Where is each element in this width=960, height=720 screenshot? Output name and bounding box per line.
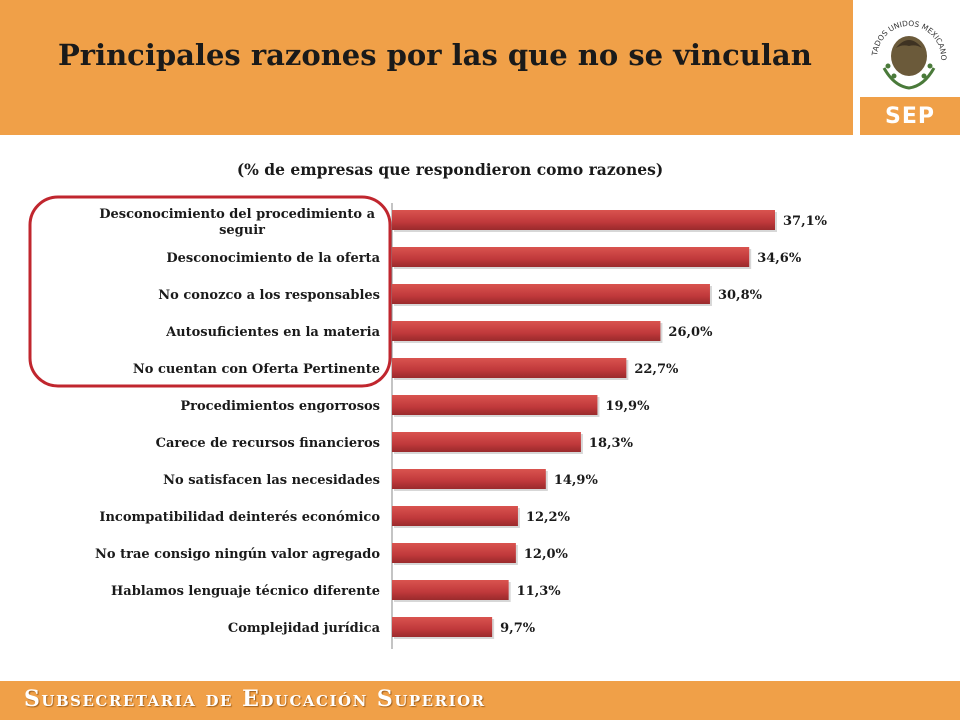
value-label: 37,1% <box>783 214 828 229</box>
bar-chart: 37,1% Desconocimiento del procedimiento a… <box>28 195 828 649</box>
sep-logo: SEP <box>860 97 960 135</box>
value-label: 26,0% <box>668 325 713 340</box>
bar <box>392 506 518 526</box>
category-label: Hablamos lenguaje técnico diferente <box>111 584 380 599</box>
category-label: No trae consigo ningún valor agregado <box>95 547 380 562</box>
category-label: Desconocimiento de la oferta <box>166 251 380 266</box>
value-label: 18,3% <box>589 436 634 451</box>
bar <box>392 321 661 341</box>
logo-divider <box>853 0 860 135</box>
value-label: 14,9% <box>554 473 599 488</box>
value-label: 19,9% <box>605 399 650 414</box>
chart-title: (% de empresas que respondieron como raz… <box>236 160 664 179</box>
footer-banner: Subsecretaria de Educación Superior <box>0 681 960 720</box>
value-label: 12,2% <box>526 510 571 525</box>
bar <box>392 358 627 378</box>
footer-text: Subsecretaria de Educación Superior <box>24 686 486 712</box>
page-title: Principales razones por las que no se vi… <box>58 38 812 72</box>
bar <box>392 469 546 489</box>
category-label: Autosuficientes en la materia <box>165 325 381 340</box>
category-label: Incompatibilidad deinterés económico <box>99 510 380 525</box>
bar <box>392 284 710 304</box>
category-label: Complejidad jurídica <box>228 621 381 636</box>
bar <box>392 617 493 637</box>
header-banner: Principales razones por las que no se vi… <box>0 0 853 135</box>
category-label: No cuentan con Oferta Pertinente <box>133 362 380 377</box>
bar <box>392 247 750 267</box>
value-label: 9,7% <box>500 621 536 636</box>
category-label: Desconocimiento del procedimiento a segui… <box>99 207 375 238</box>
bar <box>392 580 509 600</box>
value-label: 22,7% <box>634 362 679 377</box>
bar <box>392 210 775 230</box>
category-label: Procedimientos engorrosos <box>180 399 380 414</box>
category-label: No satisfacen las necesidades <box>163 473 380 488</box>
value-label: 12,0% <box>524 547 569 562</box>
bar <box>392 395 598 415</box>
bar <box>392 543 516 563</box>
sep-logo-text: SEP <box>885 103 935 129</box>
category-label: No conozco a los responsables <box>158 288 380 303</box>
category-label: Carece de recursos financieros <box>156 436 380 451</box>
value-label: 11,3% <box>517 584 562 599</box>
bar <box>392 432 581 452</box>
value-label: 34,6% <box>757 251 802 266</box>
value-label: 30,8% <box>718 288 763 303</box>
highlight-box <box>28 195 392 388</box>
